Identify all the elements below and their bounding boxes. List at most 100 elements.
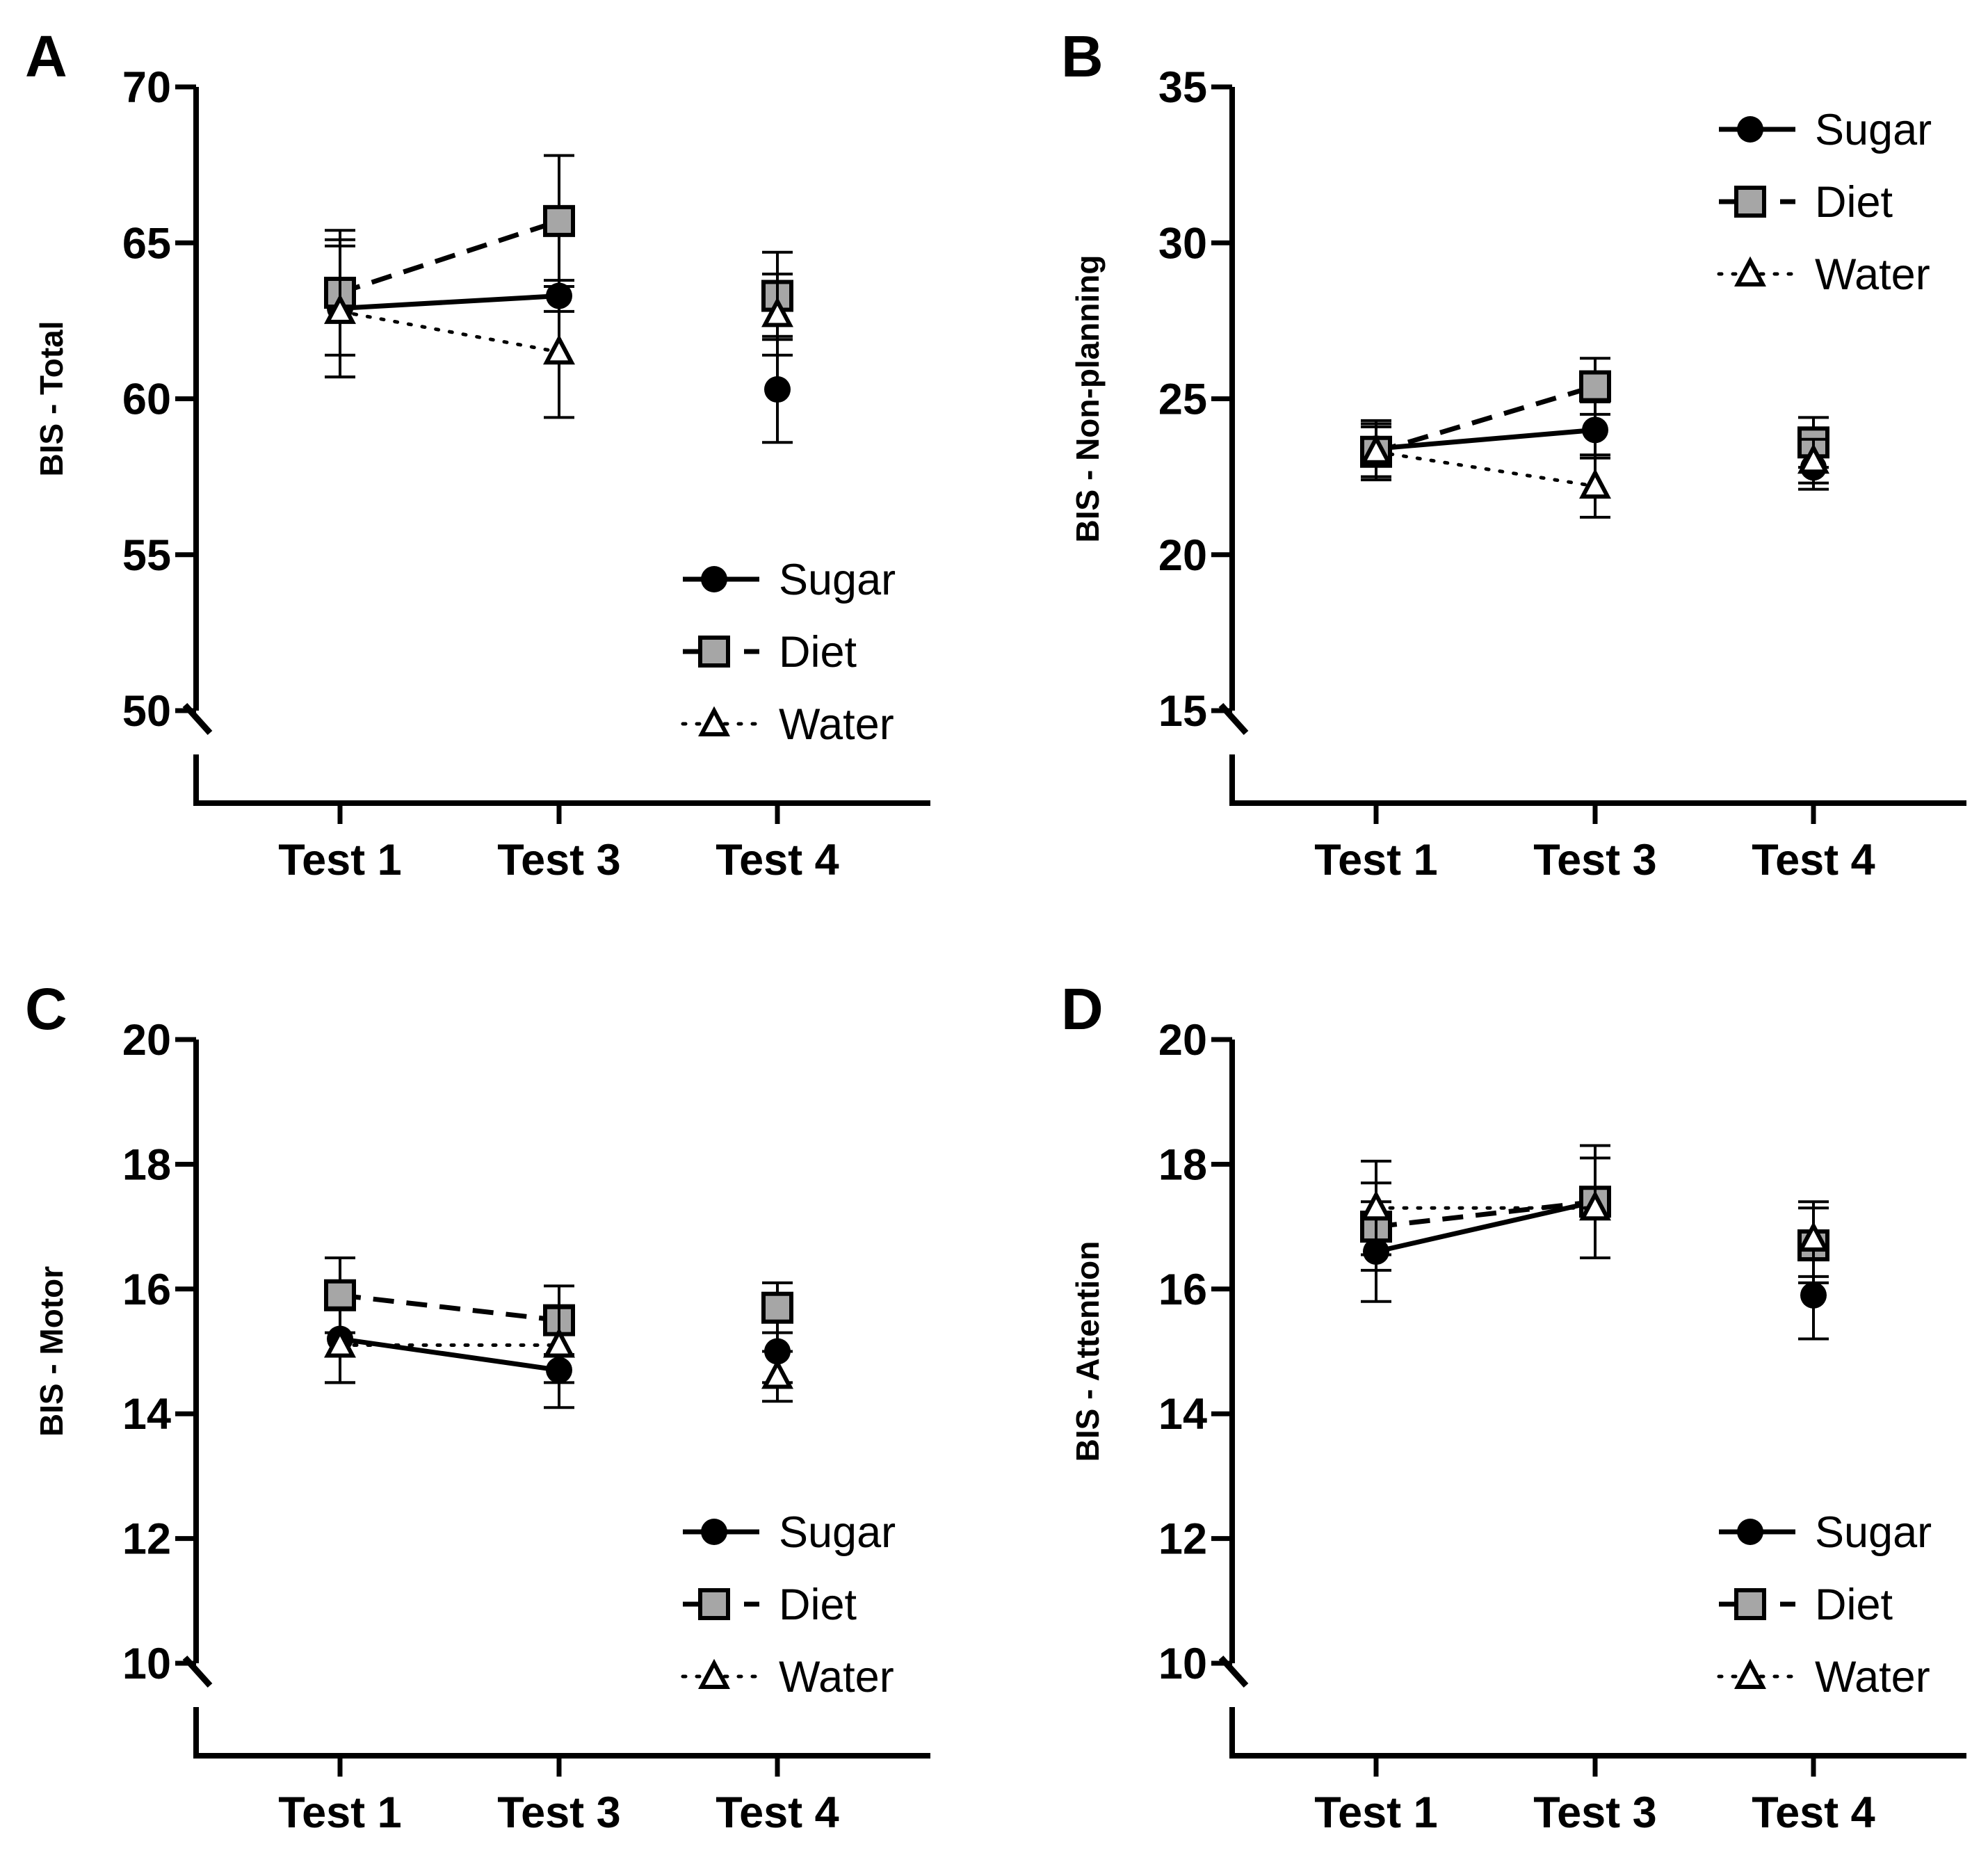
legend: Sugar Diet Water: [681, 1508, 896, 1702]
chart-panel-D: D 10 12 14 16 18 20 Test 1 Test 3 Test 4 BIS - Att…: [1061, 976, 1966, 1837]
series-line: [339, 293, 560, 311]
data-point-triangle: [1579, 468, 1611, 499]
y-axis-title: BIS - Total: [33, 321, 70, 476]
data-point-circle: [1582, 417, 1608, 444]
y-tick-label: 65: [122, 219, 171, 268]
legend-marker-circle: [701, 566, 727, 592]
x-tick-label: Test 3: [497, 836, 620, 884]
y-tick-label: 14: [1158, 1390, 1207, 1439]
series-line: [339, 1293, 560, 1323]
legend-label: Diet: [1815, 1581, 1893, 1629]
x-tick-label: Test 4: [1752, 1788, 1875, 1837]
legend-label: Sugar: [779, 1508, 896, 1557]
legend-label: Sugar: [1815, 1508, 1932, 1557]
x-tick-label: Test 3: [1533, 836, 1656, 884]
series-line: [338, 309, 561, 354]
data-point-circle: [1800, 1282, 1827, 1309]
x-tick-label: Test 3: [1533, 1788, 1656, 1837]
data-point-triangle: [761, 296, 793, 328]
data-point-square: [761, 1291, 793, 1324]
data-point-circle: [764, 376, 791, 403]
data-point-triangle: [324, 293, 356, 324]
legend-label: Water: [779, 1653, 894, 1702]
legend-marker-square: [1734, 1588, 1766, 1620]
y-tick-label: 10: [1158, 1640, 1207, 1688]
y-tick-label: 20: [1158, 531, 1207, 580]
series-line: [1375, 1199, 1596, 1229]
legend-marker-triangle: [698, 1658, 730, 1689]
y-tick-label: 18: [122, 1140, 171, 1189]
legend: Sugar Diet Water: [1717, 1508, 1932, 1702]
panel-letter: B: [1061, 24, 1104, 89]
x-tick-label: Test 1: [278, 1788, 401, 1837]
series-line: [339, 218, 560, 296]
y-tick-label: 50: [122, 687, 171, 736]
y-tick-label: 15: [1158, 687, 1207, 736]
data-point-triangle: [1579, 1190, 1611, 1221]
data-point-triangle: [543, 1327, 575, 1358]
y-axis-title: BIS - Motor: [33, 1266, 70, 1437]
y-tick-label: 12: [1158, 1515, 1207, 1564]
legend-label: Water: [779, 700, 894, 749]
y-tick-label: 30: [1158, 219, 1207, 268]
y-axis-title: BIS - Non-planning: [1069, 255, 1106, 543]
y-tick-label: 16: [1158, 1266, 1207, 1314]
panel-letter: D: [1061, 976, 1104, 1042]
legend-label: Diet: [1815, 178, 1893, 227]
legend-label: Diet: [779, 1581, 857, 1629]
y-tick-label: 25: [1158, 375, 1207, 424]
series-line: [1375, 384, 1597, 455]
series-water: [324, 244, 793, 419]
y-tick-label: 14: [122, 1390, 171, 1439]
series-line: [1375, 427, 1596, 451]
data-point-triangle: [1360, 434, 1392, 464]
series-line: [1374, 450, 1597, 488]
y-tick-label: 55: [122, 531, 171, 580]
x-tick-label: Test 4: [1752, 836, 1875, 884]
y-tick-label: 20: [1158, 1016, 1207, 1065]
data-point-square: [543, 204, 575, 237]
y-tick-label: 35: [1158, 63, 1207, 112]
legend-label: Diet: [779, 628, 857, 677]
panel-letter: C: [25, 976, 67, 1042]
legend-marker-square: [1734, 186, 1766, 218]
legend-marker-circle: [1737, 116, 1763, 143]
series-line: [1375, 1199, 1596, 1254]
legend-label: Sugar: [1815, 106, 1932, 154]
legend-marker-circle: [701, 1519, 727, 1545]
y-tick-label: 18: [1158, 1140, 1207, 1189]
x-tick-label: Test 4: [716, 836, 839, 884]
y-axis-title: BIS - Attention: [1069, 1241, 1106, 1462]
chart-panel-A: A 50 55 60 65 70 Test 1 Test 3 Test 4 BIS - Total…: [25, 24, 930, 884]
series-water: [1360, 425, 1829, 519]
y-tick-label: 20: [122, 1016, 171, 1065]
data-point-triangle: [1797, 443, 1829, 474]
x-tick-label: Test 1: [1314, 836, 1437, 884]
x-tick-label: Test 1: [278, 836, 401, 884]
x-tick-label: Test 4: [716, 1788, 839, 1837]
legend: Sugar Diet Water: [1717, 106, 1932, 299]
legend-label: Sugar: [779, 556, 896, 604]
legend: Sugar Diet Water: [681, 556, 896, 749]
y-tick-label: 10: [122, 1640, 171, 1688]
legend-label: Water: [1815, 250, 1930, 299]
legend-marker-circle: [1737, 1519, 1763, 1545]
data-point-triangle: [324, 1327, 356, 1358]
legend-marker-square: [698, 636, 730, 668]
legend-marker-square: [698, 1588, 730, 1620]
data-point-triangle: [1360, 1190, 1392, 1221]
y-tick-label: 60: [122, 375, 171, 424]
data-point-triangle: [761, 1358, 793, 1389]
data-point-triangle: [1797, 1221, 1829, 1252]
x-tick-label: Test 3: [497, 1788, 620, 1837]
x-tick-label: Test 1: [1314, 1788, 1437, 1837]
legend-label: Water: [1815, 1653, 1930, 1702]
data-point-square: [324, 1279, 356, 1311]
chart-panel-B: B 15 20 25 30 35 Test 1 Test 3 Test 4 BIS - Non-p…: [1061, 24, 1966, 884]
data-point-triangle: [543, 334, 575, 365]
legend-marker-triangle: [1734, 1658, 1766, 1689]
chart-panel-C: C 10 12 14 16 18 20 Test 1 Test 3 Test 4 BIS - Mot…: [25, 976, 930, 1837]
data-point-square: [1579, 370, 1611, 403]
y-tick-label: 70: [122, 63, 171, 112]
